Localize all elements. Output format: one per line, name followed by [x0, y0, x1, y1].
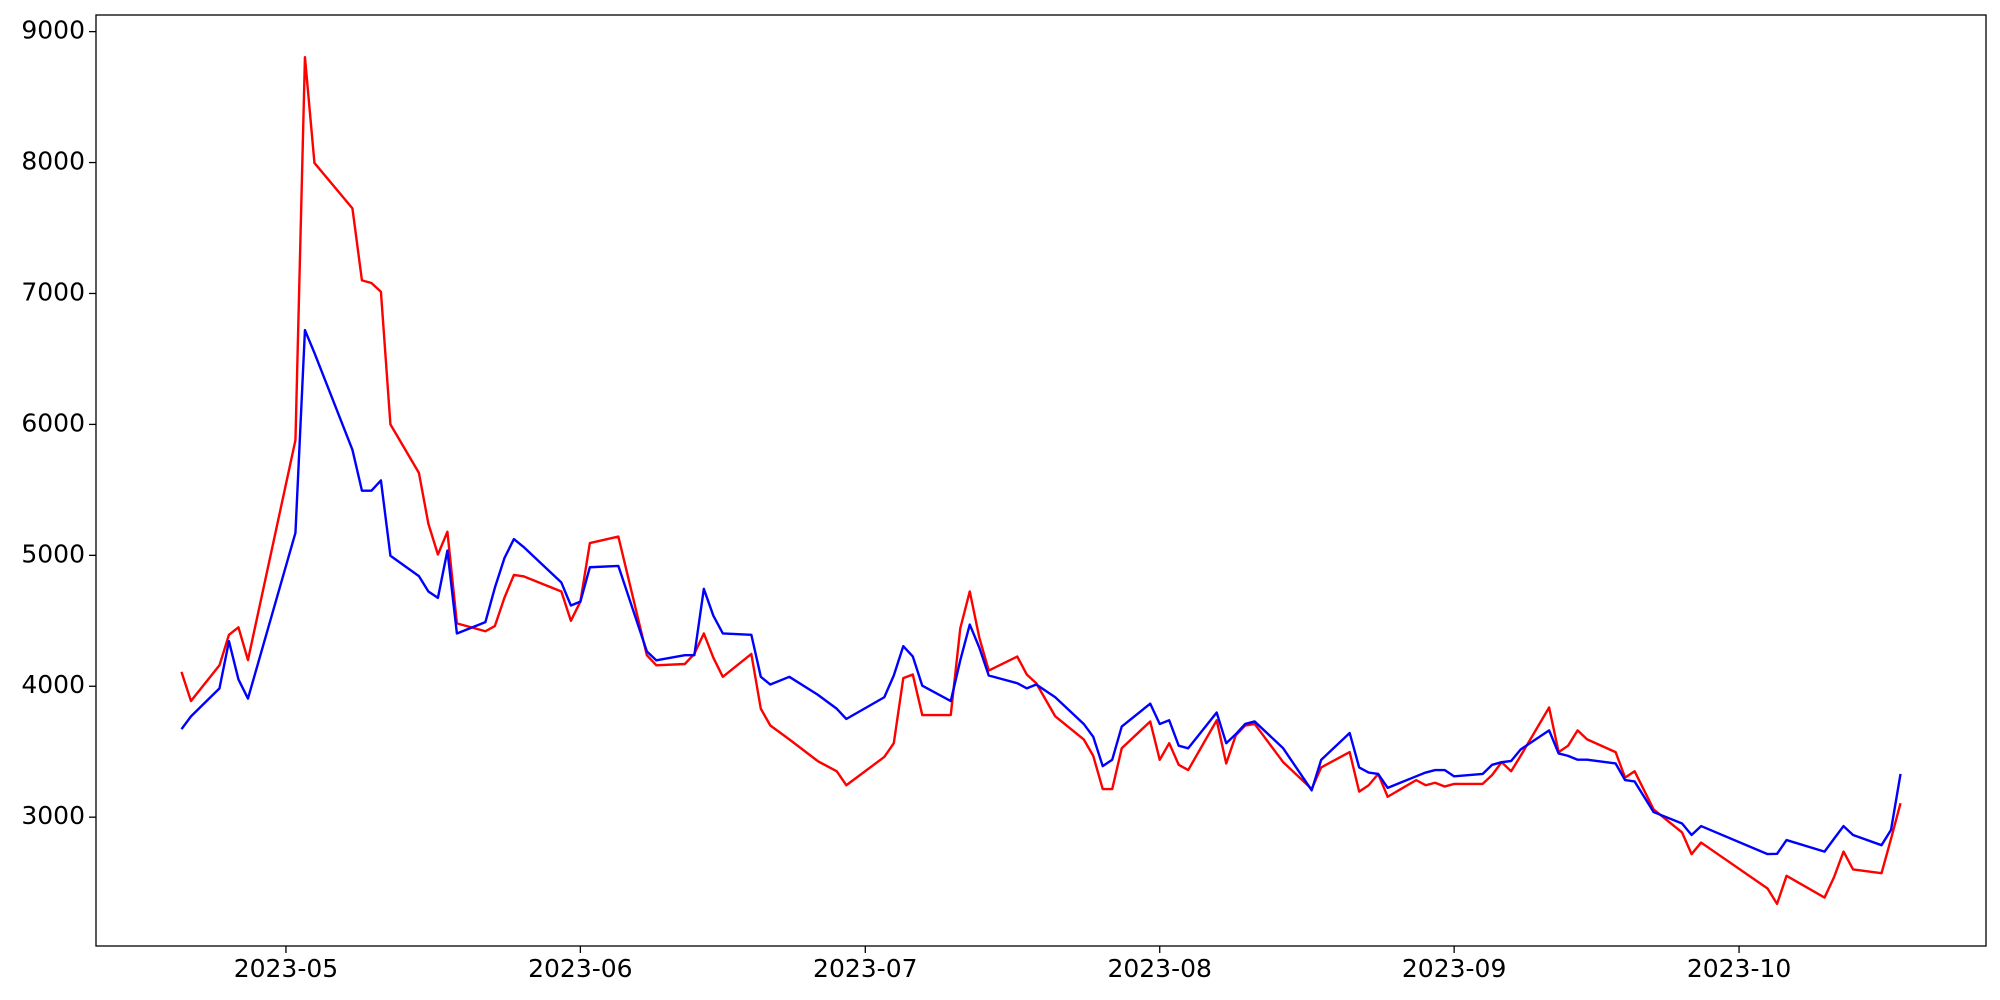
y-tick-label: 7000: [21, 277, 85, 306]
x-tick-label: 2023-05: [234, 954, 338, 983]
y-tick-label: 8000: [21, 147, 85, 176]
x-tick-label: 2023-06: [528, 954, 632, 983]
y-tick-label: 5000: [21, 539, 85, 568]
x-tick-label: 2023-09: [1402, 954, 1506, 983]
data-line: [180, 328, 1902, 856]
y-tick-label: 3000: [21, 801, 85, 830]
data-line: [180, 55, 1902, 906]
y-tick-label: 6000: [21, 408, 85, 437]
y-tick-label: 4000: [21, 670, 85, 699]
x-tick-label: 2023-08: [1107, 954, 1211, 983]
y-tick-label: 9000: [21, 16, 85, 45]
plot-frame: [95, 14, 1987, 947]
x-tick-label: 2023-07: [813, 954, 917, 983]
x-tick-label: 2023-10: [1687, 954, 1791, 983]
